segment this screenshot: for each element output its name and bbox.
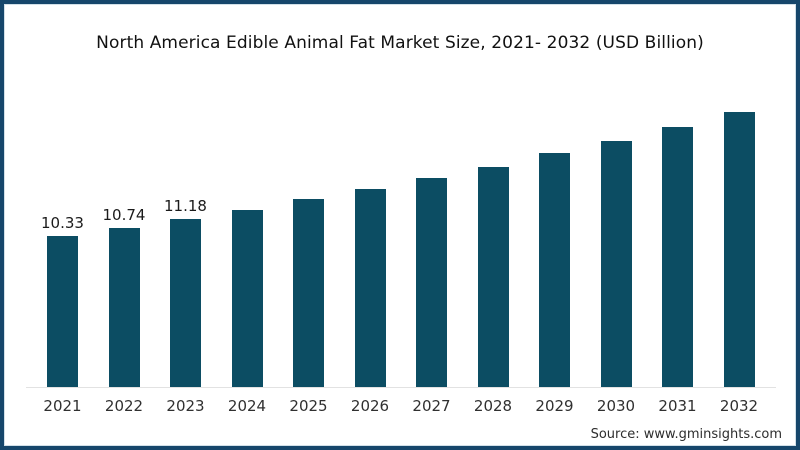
bar — [47, 236, 78, 387]
x-tick-label: 2032 — [719, 397, 759, 415]
x-axis-line — [26, 387, 776, 388]
bar — [293, 199, 324, 387]
bar — [662, 127, 693, 387]
x-tick-label: 2023 — [166, 397, 205, 415]
bar — [108, 228, 140, 387]
chart-title: North America Edible Animal Fat Market S… — [96, 33, 704, 53]
x-tick-label: 2025 — [289, 397, 328, 415]
x-tick-label: 2031 — [658, 397, 697, 415]
x-tick-label: 2021 — [43, 397, 82, 415]
x-tick-label: 2030 — [596, 397, 636, 415]
bar-value-label: 11.18 — [164, 197, 207, 215]
bar-value-label: 10.74 — [102, 206, 146, 224]
bar — [416, 178, 447, 387]
x-tick-label: 2022 — [104, 397, 144, 415]
plot-area: 10.33 2021 10.74 2022 11.18 2023 2024 2025 2026 2… — [4, 4, 796, 446]
x-tick-label: 2024 — [227, 397, 267, 415]
bar — [354, 189, 386, 387]
x-tick-label: 2029 — [535, 397, 574, 415]
bar — [539, 153, 570, 387]
bar-value-label: 10.33 — [41, 214, 84, 232]
source-credit: Source: www.gminsights.com — [590, 427, 782, 442]
bar — [723, 112, 755, 387]
x-tick-label: 2027 — [412, 397, 451, 415]
bar — [231, 210, 263, 387]
bar — [600, 141, 632, 387]
bar — [170, 219, 201, 387]
x-tick-label: 2028 — [473, 397, 513, 415]
bar — [477, 167, 509, 387]
x-tick-label: 2026 — [350, 397, 390, 415]
